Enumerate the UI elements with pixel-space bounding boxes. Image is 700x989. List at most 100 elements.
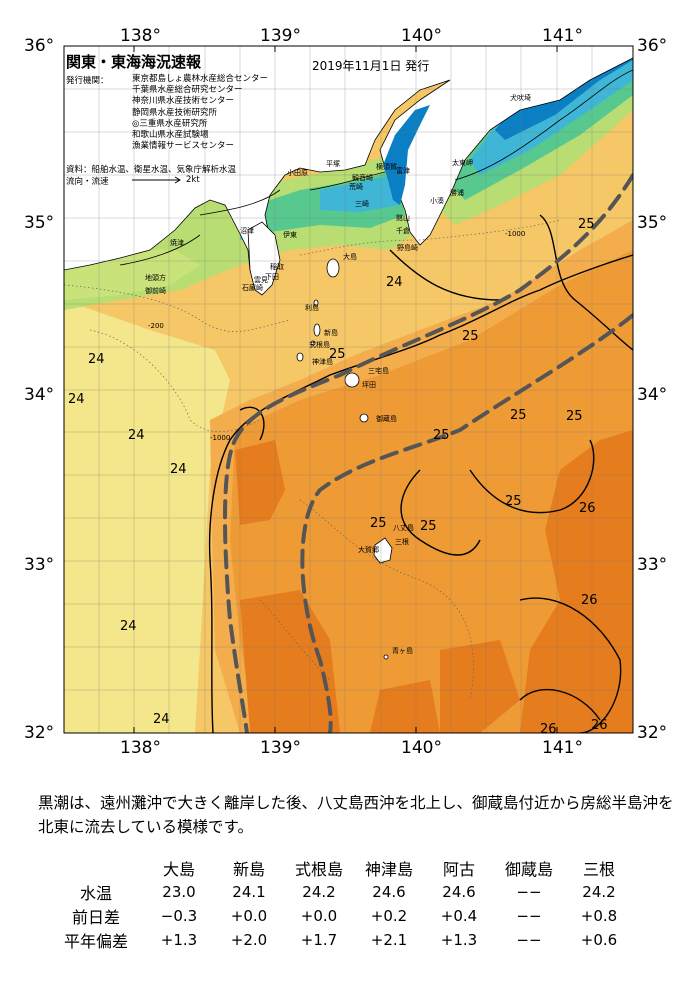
island-aogashima	[383, 654, 389, 660]
contour-label: 26	[579, 501, 596, 516]
table-header-row: 大島 新島 式根島 神津島 阿古 御蔵島 三根	[48, 856, 634, 880]
island-shikinejima	[310, 340, 316, 346]
row-label: 前日差	[71, 908, 120, 927]
contour-label: 26	[591, 718, 608, 733]
station-header: 大島	[162, 860, 195, 879]
contour-label: 24	[170, 462, 187, 477]
isobath-label: -1000	[210, 434, 231, 442]
place-label: 地頭方	[145, 274, 166, 282]
place-label: 下田	[265, 273, 279, 281]
table-cell: +2.0	[230, 931, 268, 949]
contour-label: 24	[153, 712, 170, 727]
island-niijima	[313, 323, 321, 337]
row-label: 平年偏差	[63, 932, 128, 951]
station-header: 式根島	[294, 860, 343, 879]
place-label: 御蔵島	[376, 415, 397, 423]
org-item: 神奈川県水産技術センター	[132, 96, 235, 107]
row-label: 水温	[79, 884, 112, 903]
place-label: 三宅島	[368, 367, 389, 375]
table-row: 平年偏差 +1.3 +2.0 +1.7 +2.1 +1.3 −− +0.6	[48, 928, 634, 952]
land-honshu	[64, 46, 633, 287]
place-label: 伊東	[283, 231, 297, 239]
station-header: 三根	[582, 860, 615, 879]
lat-label-34: 34°	[24, 385, 55, 405]
issue-date: 2019年11月1日 発行	[312, 59, 430, 73]
contour-label: 26	[540, 722, 557, 737]
lat-label-33: 33°	[24, 555, 55, 575]
flow-label: 流向・流速	[66, 177, 109, 187]
coastal-contours	[119, 69, 633, 266]
place-label: 式根島	[309, 341, 330, 349]
table-cell: +0.2	[370, 907, 408, 925]
data-sources: 資料：船舶水温、衛星水温、気象庁解析水温	[66, 165, 237, 175]
place-label: 焼津	[170, 239, 184, 247]
table-cell: −−	[516, 907, 542, 925]
place-label: 大島	[343, 253, 357, 261]
contour-label: 26	[581, 593, 598, 608]
place-label: 富津	[396, 167, 410, 175]
place-label: 八丈島	[393, 524, 414, 532]
place-label: 小田原	[287, 169, 308, 177]
table-cell: +0.8	[580, 907, 618, 925]
island-mikurajima	[359, 413, 369, 423]
island-oshima	[326, 258, 340, 278]
contour-label: 25	[510, 408, 527, 423]
place-label: 観音崎	[352, 174, 373, 182]
lon-label-141: 141°	[542, 26, 583, 46]
lat-label-36-right: 36°	[637, 36, 668, 56]
lon-label-140-bottom: 140°	[401, 738, 442, 758]
table-cell: 23.0	[162, 883, 196, 901]
org-item: 千葉県水産総合研究センター	[132, 85, 243, 96]
lon-label-140: 140°	[401, 26, 442, 46]
contour-label: 25	[420, 519, 437, 534]
temp-zone-25	[230, 250, 633, 733]
table-row: 水温 23.0 24.1 24.2 24.6 24.6 −− 24.2	[48, 880, 634, 904]
lat-label-34-right: 34°	[637, 385, 668, 405]
temp-zone-26-e	[370, 680, 440, 733]
lat-label-32-right: 32°	[637, 723, 668, 743]
land-izu-peninsula	[247, 221, 281, 296]
lat-label-33-right: 33°	[637, 555, 668, 575]
table-cell: 24.1	[232, 883, 266, 901]
temp-zone-26-c	[240, 590, 340, 733]
island-toshima	[313, 299, 319, 307]
place-label: 大賀郷	[358, 546, 379, 554]
org-item: 東京都島しょ農林水産総合センター	[132, 74, 269, 84]
place-label: 青ヶ島	[392, 647, 413, 655]
org-item: 静岡県水産技術研究所	[132, 107, 218, 118]
isobath-label: -1000	[505, 230, 526, 238]
isobath-label: -200	[148, 322, 164, 330]
lat-label-35-right: 35°	[637, 213, 668, 233]
contour-label: 25	[329, 347, 346, 362]
kuroshio-axis	[223, 173, 633, 733]
place-label: 神津島	[312, 358, 333, 366]
temp-zone-20-tokyo	[320, 175, 400, 212]
temp-zone-26-a	[520, 430, 633, 733]
graticule	[64, 46, 633, 733]
place-label: 石廊崎	[242, 284, 263, 292]
place-label: 坪田	[362, 381, 376, 389]
place-label: 三根	[395, 538, 409, 546]
place-label: 荒崎	[349, 183, 363, 191]
org-label: 発行機関：	[66, 76, 109, 86]
island-kozushima	[296, 352, 304, 362]
contour-label: 24	[120, 619, 137, 634]
station-header: 御蔵島	[504, 860, 553, 879]
tokyo-bay	[383, 105, 430, 205]
place-label: 館山	[396, 214, 410, 222]
table-cell: −−	[516, 883, 542, 901]
flow-scale-label: 2kt	[186, 175, 200, 185]
place-label: 稲取	[270, 263, 284, 271]
station-header: 神津島	[364, 860, 413, 879]
table-row: 前日差 −0.3 +0.0 +0.0 +0.2 +0.4 −− +0.8	[48, 904, 634, 928]
org-item: 和歌山県水産試験場	[132, 130, 209, 141]
contour-label: 25	[370, 516, 387, 531]
contour-label: 24	[68, 392, 85, 407]
lon-label-138: 138°	[120, 26, 161, 46]
contour-label: 25	[505, 494, 522, 509]
place-label: 新島	[324, 329, 338, 337]
contour-label: 24	[386, 275, 403, 290]
island-miyakejima	[344, 372, 360, 388]
lat-label-35: 35°	[24, 213, 55, 233]
